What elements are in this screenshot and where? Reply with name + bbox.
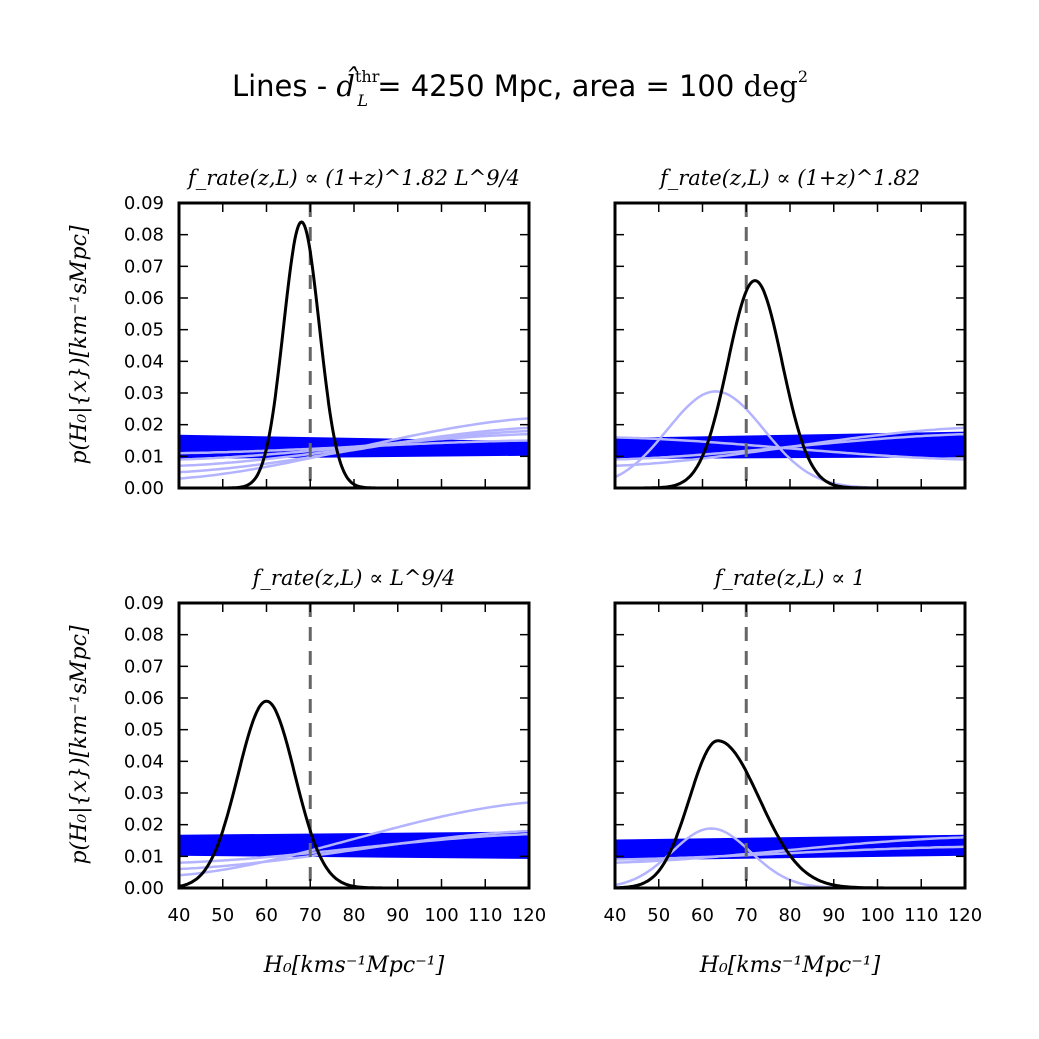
y-tick-label: 0.04 xyxy=(124,351,164,372)
x-tick-label: 80 xyxy=(343,905,366,926)
likelihood-line-faint xyxy=(615,836,965,864)
y-tick-label: 0.06 xyxy=(124,688,164,709)
likelihood-line xyxy=(179,452,529,457)
likelihood-line xyxy=(615,431,965,440)
y-tick-label: 0.06 xyxy=(124,288,164,309)
likelihood-line-faint xyxy=(179,426,529,474)
x-tick-label: 100 xyxy=(860,905,894,926)
y-tick-label: 0.01 xyxy=(124,446,164,467)
x-tick-label: 120 xyxy=(512,905,546,926)
y-axis-label-top: p(H₀|{x})[km⁻¹sMpc] xyxy=(67,225,92,464)
panel-title: f_rate(z,L) ∝ (1+z)^1.82 L^9/4 xyxy=(186,166,520,190)
likelihood-line xyxy=(179,849,529,854)
y-tick-label: 0.03 xyxy=(124,383,164,404)
panel-bottom-right: 40 50 60 70 80 90 100 110 120 f_rate(z,L) ∝ 1 xyxy=(604,566,983,926)
plot-area xyxy=(615,203,965,488)
x-tick-label: 70 xyxy=(299,905,322,926)
panel-title: f_rate(z,L) ∝ 1 xyxy=(713,566,866,590)
likelihood-line xyxy=(615,442,965,449)
likelihood-line-faint xyxy=(179,832,529,864)
likelihood-bump-faint xyxy=(615,390,965,488)
plot-area xyxy=(179,603,529,888)
y-axis-label-bottom: p(H₀|{x})[km⁻¹sMpc] xyxy=(67,625,92,864)
x-axis-label-left: H₀[kms⁻¹Mpc⁻¹] xyxy=(263,953,445,978)
likelihood-line xyxy=(615,436,965,445)
panel-top-right: f_rate(z,L) ∝ (1+z)^1.82 xyxy=(613,166,967,490)
panel-bottom-left: 40 50 60 70 80 90 100 110 120 0.00 0.01 0.02 0.03 0.0… xyxy=(124,566,546,926)
y-tick-label: 0.09 xyxy=(124,593,164,614)
likelihood-line xyxy=(615,439,965,447)
y-tick-label: 0.05 xyxy=(124,320,164,341)
likelihood-line xyxy=(179,831,529,837)
x-tick-label: 50 xyxy=(211,905,234,926)
x-axis-label-right: H₀[kms⁻¹Mpc⁻¹] xyxy=(699,953,881,978)
likelihood-line xyxy=(615,447,965,453)
y-tick-label: 0.00 xyxy=(124,478,164,499)
x-tick-label: 60 xyxy=(255,905,278,926)
panel-top-left: 0.00 0.01 0.02 0.03 0.04 0.05 0.06 0.07 0.08 0.09… xyxy=(124,166,531,499)
likelihood-line-faint xyxy=(179,801,529,877)
likelihood-line xyxy=(179,840,529,844)
x-tick-label: 50 xyxy=(647,905,670,926)
figure-title: Lines - d̂thr L = 4250 Mpc, area = 100 de… xyxy=(232,66,808,110)
likelihood-line xyxy=(615,834,965,842)
x-tick-label: 110 xyxy=(468,905,502,926)
y-tick-label: 0.02 xyxy=(124,415,164,436)
y-tick-label: 0.05 xyxy=(124,720,164,741)
y-tick-label: 0.01 xyxy=(124,846,164,867)
likelihood-line-faint xyxy=(615,432,965,461)
likelihood-line-faint xyxy=(179,829,529,871)
likelihood-line-faint xyxy=(179,429,529,468)
y-tick-label: 0.07 xyxy=(124,656,164,677)
x-tick-label: 110 xyxy=(904,905,938,926)
panel-title: f_rate(z,L) ∝ L^9/4 xyxy=(251,566,456,590)
x-tick-label: 120 xyxy=(948,905,982,926)
y-tick-label: 0.04 xyxy=(124,751,164,772)
likelihood-line xyxy=(615,450,965,455)
likelihood-line xyxy=(179,439,529,446)
likelihood-line-faint xyxy=(179,439,529,455)
x-tick-label: 40 xyxy=(604,905,627,926)
x-tick-label: 90 xyxy=(386,905,409,926)
panel-title: f_rate(z,L) ∝ (1+z)^1.82 xyxy=(658,166,920,190)
x-tick-label: 70 xyxy=(735,905,758,926)
y-tick-label: 0.08 xyxy=(124,625,164,646)
y-tick-label: 0.02 xyxy=(124,815,164,836)
y-tick-label: 0.08 xyxy=(124,225,164,246)
x-tick-label: 90 xyxy=(822,905,845,926)
x-tick-label: 100 xyxy=(424,905,458,926)
likelihood-line xyxy=(179,853,529,859)
x-tick-label: 80 xyxy=(779,905,802,926)
posterior-curve xyxy=(615,739,965,888)
y-tick-label: 0.07 xyxy=(124,256,164,277)
x-tick-label: 60 xyxy=(691,905,714,926)
y-tick-label: 0.09 xyxy=(124,193,164,214)
plot-area xyxy=(179,203,529,488)
likelihood-line xyxy=(179,442,529,448)
y-tick-label: 0.00 xyxy=(124,878,164,899)
plot-area xyxy=(615,603,965,888)
likelihood-line xyxy=(179,851,529,857)
x-tick-label: 40 xyxy=(168,905,191,926)
likelihood-line-faint xyxy=(615,436,965,461)
posterior-curve xyxy=(615,279,965,488)
y-tick-label: 0.03 xyxy=(124,783,164,804)
